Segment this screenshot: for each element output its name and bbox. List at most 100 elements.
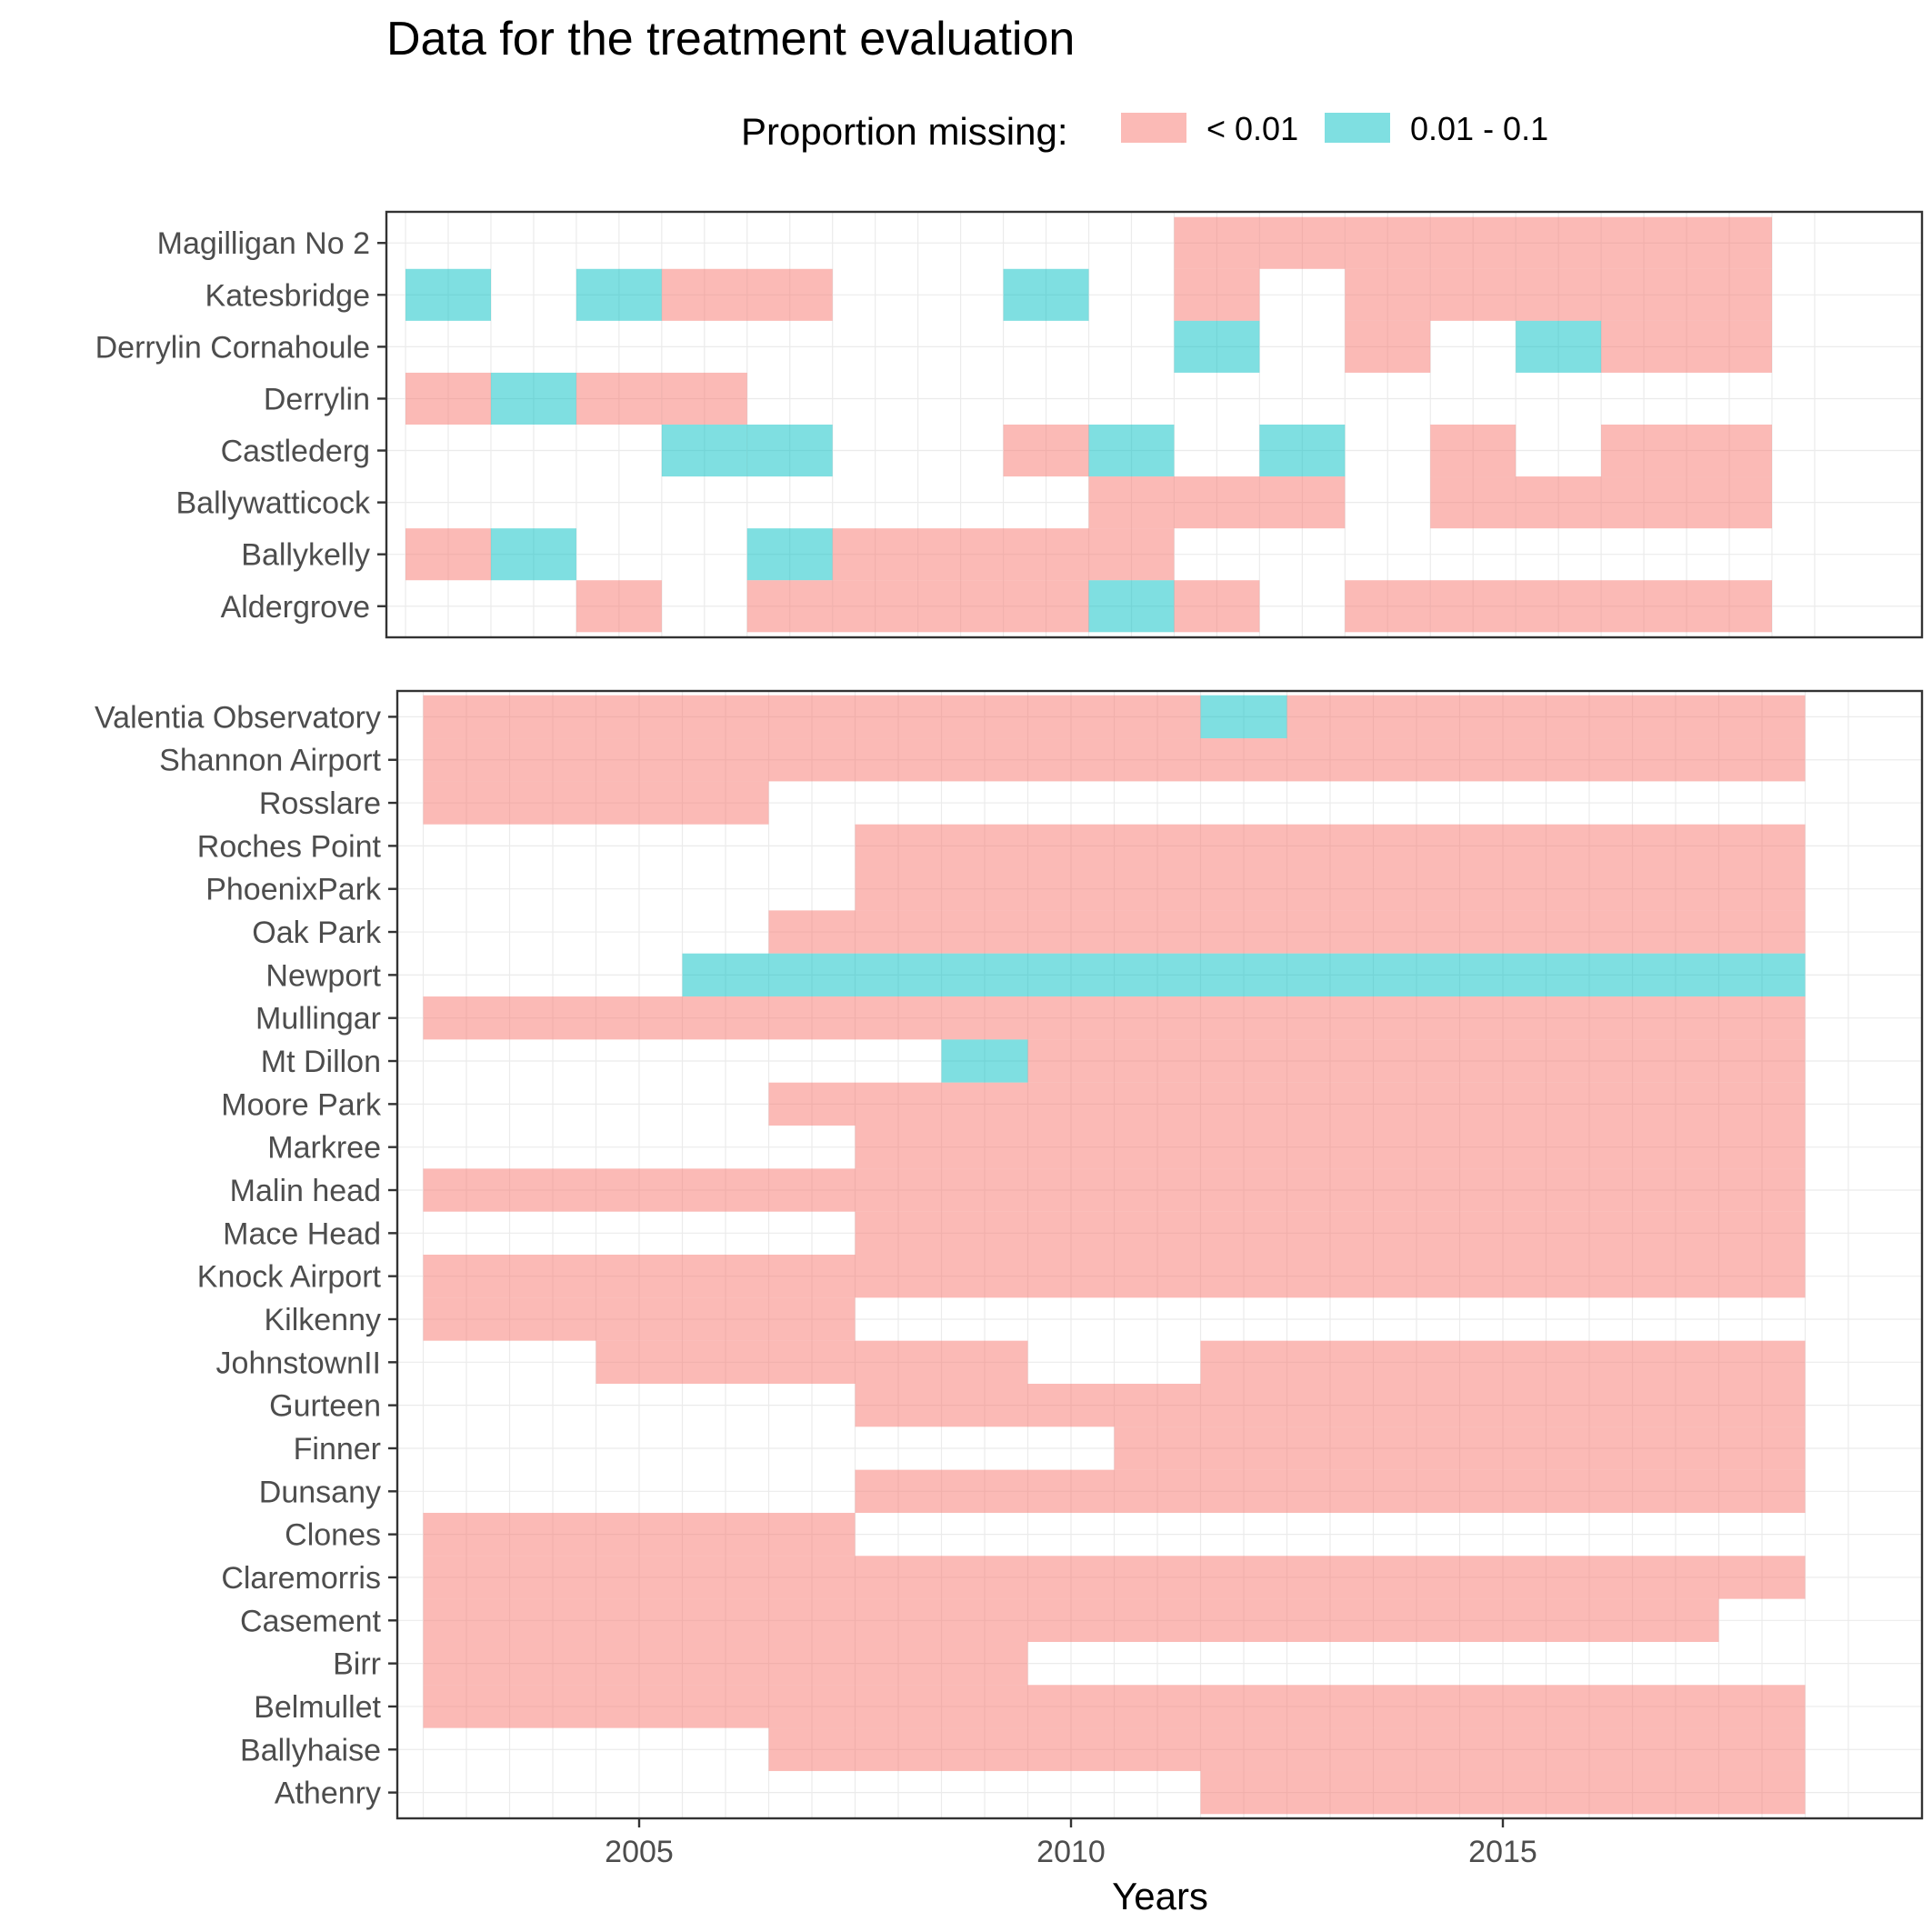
cell-claremorris-2010 [1027,1556,1115,1599]
cell-claremorris-2003 [423,1556,510,1599]
cell-knock-airport-2013 [1286,1255,1374,1298]
cell-dunsany-2010 [1027,1469,1115,1513]
cell-ballywatticock-2016 [1516,476,1602,529]
legend-label-001-01: 0.01 - 0.1 [1410,110,1548,147]
cell-derrylin-cornahoule-2014 [1345,320,1431,373]
cell-kilkenny-2004 [509,1297,596,1341]
cell-derrylin-cornahoule-2018 [1687,320,1772,373]
cell-johnstownii-2016 [1546,1340,1633,1384]
cell-aldergrove-2014 [1345,580,1431,633]
cell-ballykelly-2003 [405,528,491,581]
cell-mace-head-2009 [941,1211,1028,1255]
cell-magilligan-no-2-2015 [1430,216,1517,269]
cell-moore-park-2011 [1114,1082,1201,1126]
cell-mace-head-2010 [1027,1211,1115,1255]
cell-johnstownii-2009 [941,1340,1028,1384]
cell-johnstownii-2006 [682,1340,769,1384]
cell-malin-head-2006 [682,1168,769,1212]
legend-title: Proportion missing: [741,110,1067,153]
cell-knock-airport-2004 [509,1255,596,1298]
cell-valentia-observatory-2018 [1718,695,1806,739]
cell-dunsany-2009 [941,1469,1028,1513]
cell-dunsany-2012 [1200,1469,1287,1513]
cell-kilkenny-2007 [768,1297,856,1341]
cell-newport-2018 [1718,953,1806,997]
cell-castlederg-2017 [1601,425,1687,477]
cell-belmullet-2008 [855,1685,942,1728]
cell-katesbridge-2006 [661,268,747,321]
cell-malin-head-2016 [1546,1168,1633,1212]
cell-valentia-observatory-2017 [1632,695,1719,739]
cell-mace-head-2017 [1632,1211,1719,1255]
y-tick-label-mullingar: Mullingar [255,1002,381,1036]
cell-belmullet-2012 [1200,1685,1287,1728]
cell-roches-point-2016 [1546,824,1633,868]
cell-belmullet-2007 [768,1685,856,1728]
cell-aldergrove-2009 [917,580,1004,633]
cell-mullingar-2018 [1718,996,1806,1040]
cell-shannon-airport-2006 [682,738,769,782]
cell-ballykelly-2011 [1088,528,1175,581]
cell-finner-2016 [1546,1426,1633,1470]
x-tick-label-2015: 2015 [1468,1835,1537,1869]
cell-valentia-observatory-2016 [1546,695,1633,739]
cell-newport-2017 [1632,953,1719,997]
cell-ballyhaise-2016 [1546,1727,1633,1771]
cell-ballyhaise-2008 [855,1727,942,1771]
cell-knock-airport-2005 [596,1255,683,1298]
cell-newport-2006 [682,953,769,997]
y-tick-label-mace-head: Mace Head [223,1216,381,1251]
cell-johnstownii-2015 [1459,1340,1547,1384]
cell-moore-park-2015 [1459,1082,1547,1126]
cell-markree-2008 [855,1126,942,1169]
cell-shannon-airport-2004 [509,738,596,782]
cell-birr-2007 [768,1641,856,1686]
y-tick-label-ballywatticock: Ballywatticock [175,486,371,521]
cell-ballywatticock-2011 [1088,476,1175,529]
cell-gurteen-2018 [1718,1383,1806,1427]
cell-markree-2014 [1373,1126,1460,1169]
cell-mullingar-2014 [1373,996,1460,1040]
cell-gurteen-2012 [1200,1383,1287,1427]
cell-claremorris-2006 [682,1556,769,1599]
cell-ballywatticock-2017 [1601,476,1687,529]
cell-mt-dillon-2015 [1459,1039,1547,1083]
cell-markree-2009 [941,1126,1028,1169]
cell-gurteen-2010 [1027,1383,1115,1427]
cell-casement-2013 [1286,1598,1374,1642]
cell-gurteen-2011 [1114,1383,1201,1427]
cell-gurteen-2017 [1632,1383,1719,1427]
cell-newport-2013 [1286,953,1374,997]
cell-shannon-airport-2012 [1200,738,1287,782]
cell-valentia-observatory-2015 [1459,695,1547,739]
cell-ballyhaise-2011 [1114,1727,1201,1771]
cell-dunsany-2011 [1114,1469,1201,1513]
y-tick-label-derrylin: Derrylin [264,382,370,416]
cell-clones-2007 [768,1512,856,1557]
cell-rosslare-2006 [682,781,769,825]
cell-claremorris-2005 [596,1556,683,1599]
cell-castlederg-2011 [1088,425,1175,477]
cell-johnstownii-2007 [768,1340,856,1384]
chart-title: Data for the treatment evaluation [386,13,1075,65]
y-tick-label-finner: Finner [294,1432,381,1467]
cell-moore-park-2016 [1546,1082,1633,1126]
cell-shannon-airport-2017 [1632,738,1719,782]
cell-athenry-2018 [1718,1770,1806,1815]
cell-malin-head-2008 [855,1168,942,1212]
cell-mace-head-2011 [1114,1211,1201,1255]
cell-derrylin-2006 [661,372,747,425]
cell-castlederg-2006 [661,425,747,477]
cell-ballyhaise-2009 [941,1727,1028,1771]
y-tick-label-johnstownii: JohnstownII [216,1346,381,1380]
cell-knock-airport-2011 [1114,1255,1201,1298]
cell-phoenixpark-2009 [941,867,1028,911]
cell-markree-2016 [1546,1126,1633,1169]
cell-valentia-observatory-2012 [1200,695,1287,739]
y-tick-label-gurteen: Gurteen [269,1389,381,1424]
panel-bottom: Valentia Observatory Shannon Airport Rossl… [95,689,1924,1820]
cell-oak-park-2015 [1459,910,1547,954]
cell-gurteen-2009 [941,1383,1028,1427]
cell-katesbridge-2007 [746,268,833,321]
